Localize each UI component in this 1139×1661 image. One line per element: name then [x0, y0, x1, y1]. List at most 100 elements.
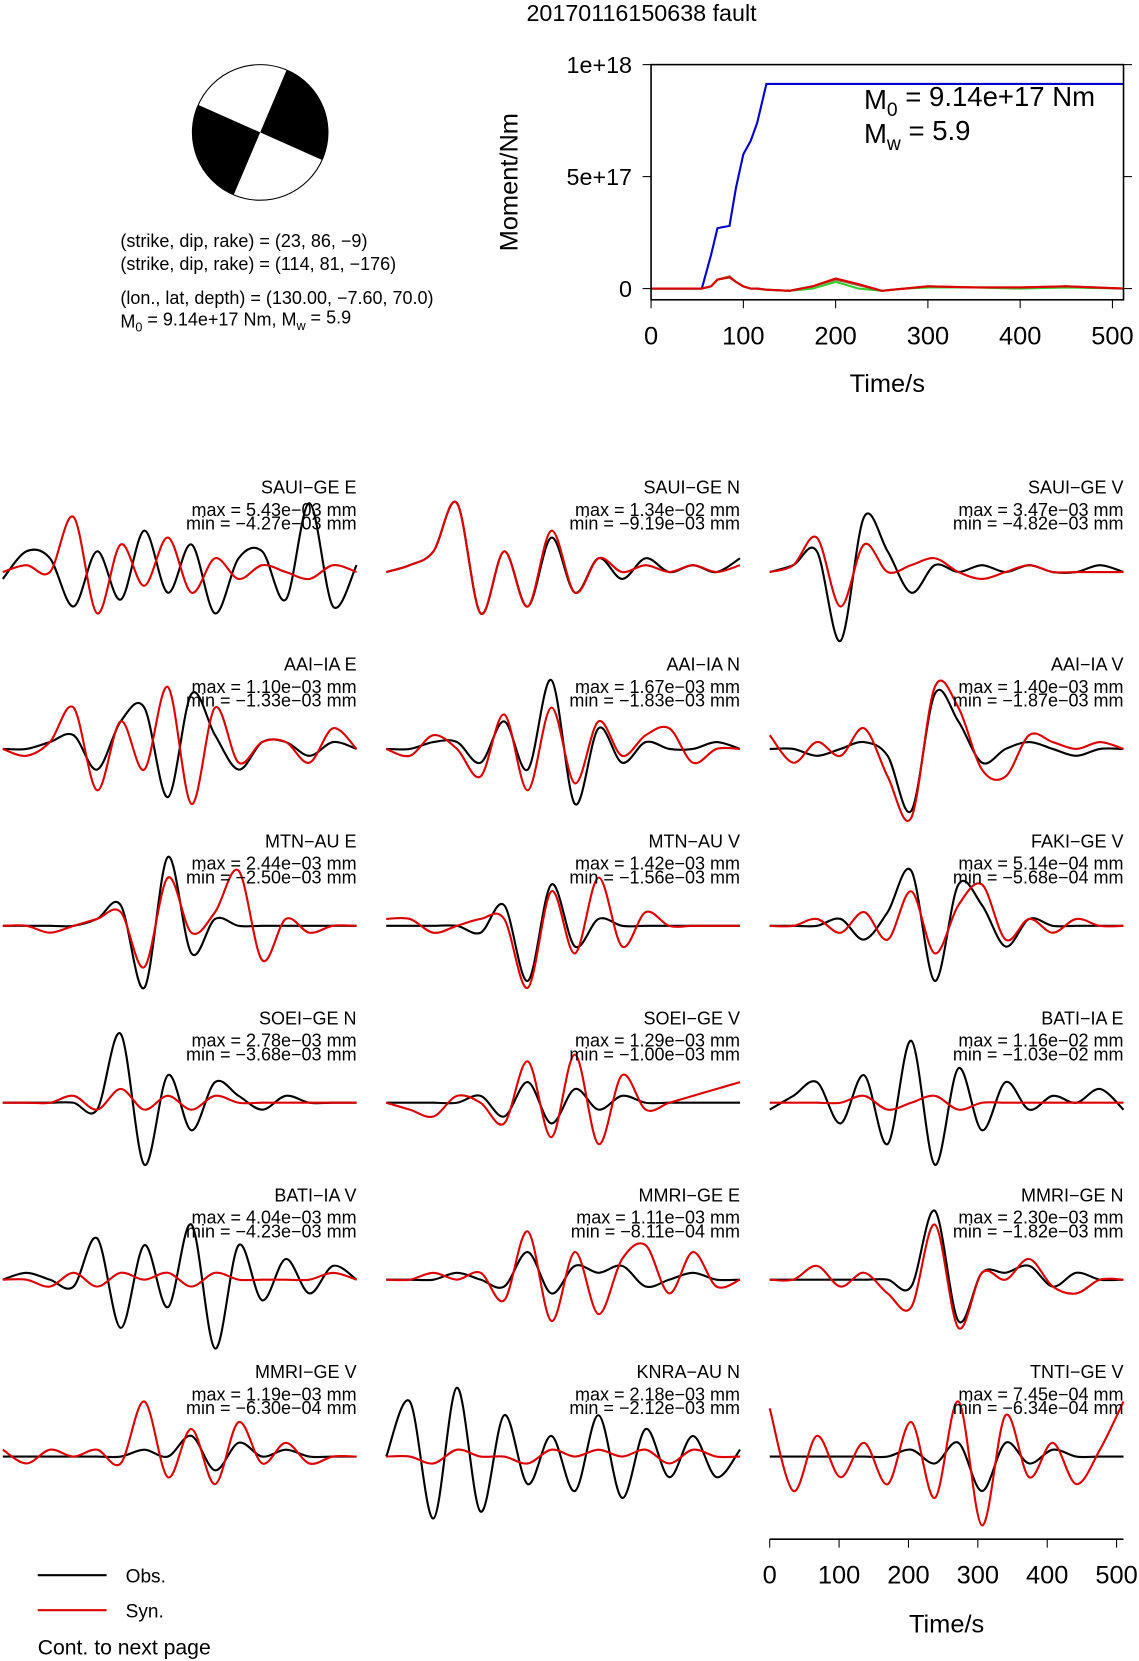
min-label: min = −2.12e−03 mm — [569, 1398, 740, 1418]
station-label: SOEI−GE N — [259, 1008, 357, 1028]
beachball-quadrant — [192, 104, 261, 195]
legend-label: Obs. — [126, 1567, 166, 1588]
x-axis-label: Time/s — [909, 1610, 984, 1638]
obs-trace — [2, 1032, 357, 1166]
max-label: max = 1.10e−03 mm — [191, 677, 356, 697]
obs-trace — [2, 855, 357, 990]
station-label: MMRI−GE V — [255, 1362, 357, 1382]
station-label: MMRI−GE N — [1021, 1185, 1124, 1205]
text-part: 0 — [887, 100, 898, 121]
syn-trace — [2, 685, 358, 806]
x-tick-label: 500 — [1095, 1562, 1137, 1590]
min-label: min = −1.82e−03 mm — [953, 1221, 1124, 1241]
station-label: BATI−IA E — [1041, 1008, 1123, 1028]
syn-trace — [2, 1271, 357, 1288]
text-part: = 5.9 — [306, 308, 352, 328]
moment-line — [651, 276, 1124, 292]
max-label: max = 7.45e−04 mm — [958, 1384, 1123, 1404]
syn-trace — [385, 706, 741, 792]
min-label: min = −6.34e−04 mm — [953, 1398, 1124, 1418]
min-label: min = −8.11e−04 mm — [571, 1221, 740, 1241]
mechanism-text: (lon., lat, depth) = (130.00, −7.60, 70.… — [120, 288, 433, 308]
station-label: FAKI−GE V — [1031, 831, 1124, 851]
text-part: M — [120, 311, 135, 331]
y-axis-label: Moment/Nm — [496, 113, 524, 251]
station-label: MTN−AU E — [265, 831, 357, 851]
syn-trace — [769, 535, 1124, 608]
min-label: min = −5.68e−04 mm — [953, 867, 1124, 887]
obs-trace — [386, 1081, 741, 1125]
min-label: min = −6.30e−04 mm — [186, 1398, 357, 1418]
text-part: 0 — [135, 321, 142, 335]
beachball — [191, 64, 329, 201]
station-label: TNTI−GE V — [1030, 1362, 1124, 1382]
y-tick-label: 0 — [619, 276, 632, 302]
min-label: min = −1.56e−03 mm — [569, 867, 740, 887]
legend-label: Syn. — [126, 1602, 164, 1623]
max-label: max = 1.42e−03 mm — [575, 854, 740, 874]
x-tick-label: 300 — [957, 1562, 999, 1590]
x-tick-label: 400 — [999, 322, 1041, 350]
x-tick-label: 0 — [763, 1562, 777, 1590]
max-label: max = 1.11e−03 mm — [576, 1208, 740, 1228]
syn-trace — [768, 1400, 1125, 1527]
annotation: M0 = 9.14e+17 Nm — [864, 81, 1095, 121]
max-label: max = 2.44e−03 mm — [191, 854, 356, 874]
x-tick-label: 200 — [814, 322, 856, 350]
max-label: max = 4.04e−03 mm — [191, 1208, 356, 1228]
min-label: min = −1.83e−03 mm — [569, 691, 740, 711]
x-axis-label: Time/s — [850, 370, 925, 398]
syn-trace — [386, 1230, 741, 1323]
station-label: KNRA−AU N — [637, 1362, 741, 1382]
min-label: min = −4.23e−03 mm — [186, 1221, 357, 1241]
syn-trace — [769, 1223, 1124, 1330]
station-label: AAI−IA N — [667, 655, 741, 675]
syn-trace — [769, 1094, 1124, 1111]
station-label: BATI−IA V — [274, 1185, 356, 1205]
station-label: MTN−AU V — [649, 831, 741, 851]
obs-trace — [769, 867, 1124, 982]
min-label: min = −9.19e−03 mm — [569, 514, 740, 534]
max-label: max = 2.78e−03 mm — [191, 1031, 356, 1051]
x-tick-label: 100 — [818, 1562, 860, 1590]
station-label: MMRI−GE E — [639, 1185, 741, 1205]
text-part: w — [295, 319, 306, 333]
max-label: max = 2.18e−03 mm — [575, 1384, 740, 1404]
mechanism-text: M0 = 9.14e+17 Nm, Mw = 5.9 — [120, 308, 351, 335]
x-tick-label: 500 — [1091, 322, 1133, 350]
moment-line — [651, 82, 1124, 290]
text-part: = 9.14e+17 Nm, M — [142, 309, 296, 329]
obs-trace — [2, 691, 357, 799]
max-label: max = 5.43e−03 mm — [191, 500, 356, 520]
text-part: w — [886, 134, 901, 155]
syn-trace — [385, 1053, 741, 1146]
x-tick-label: 100 — [722, 322, 764, 350]
obs-trace — [385, 1386, 741, 1520]
x-tick-label: 400 — [1026, 1562, 1068, 1590]
obs-trace — [386, 679, 741, 806]
station-label: SOEI−GE V — [644, 1008, 741, 1028]
min-label: min = −1.03e−02 mm — [953, 1044, 1124, 1064]
max-label: max = 1.67e−03 mm — [575, 677, 740, 697]
station-label: SAUI−GE N — [644, 478, 741, 498]
max-label: max = 1.19e−03 mm — [191, 1384, 356, 1404]
min-label: min = −1.00e−03 mm — [569, 1044, 740, 1064]
station-label: SAUI−GE E — [261, 478, 357, 498]
max-label: max = 1.34e−02 mm — [575, 500, 740, 520]
text-part: M — [864, 118, 887, 149]
mechanism-text: (strike, dip, rake) = (114, 81, −176) — [120, 254, 396, 274]
min-label: min = −4.82e−03 mm — [953, 514, 1124, 534]
syn-trace — [2, 1400, 357, 1486]
x-tick-label: 300 — [907, 322, 949, 350]
y-tick-label: 1e+18 — [567, 52, 632, 78]
annotation: Mw = 5.9 — [864, 115, 971, 155]
plot-frame — [650, 63, 1125, 301]
text-part: = 5.9 — [901, 115, 971, 146]
station-label: AAI−IA V — [1051, 655, 1124, 675]
obs-trace — [769, 1039, 1125, 1166]
syn-trace — [2, 515, 357, 615]
syn-trace — [385, 500, 741, 615]
syn-trace — [386, 876, 741, 989]
syn-trace — [386, 1448, 741, 1465]
max-label: max = 1.40e−03 mm — [958, 677, 1123, 697]
